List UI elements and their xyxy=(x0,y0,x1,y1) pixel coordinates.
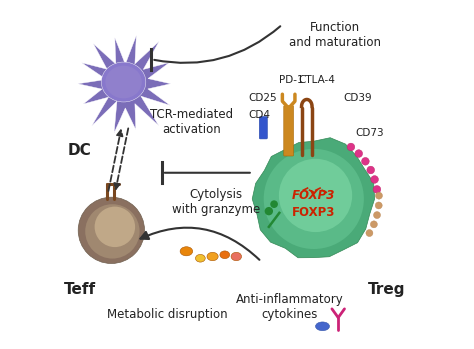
Circle shape xyxy=(355,150,363,157)
Text: CTLA-4: CTLA-4 xyxy=(299,75,336,85)
Circle shape xyxy=(373,186,381,193)
Circle shape xyxy=(85,204,140,259)
Text: CD4: CD4 xyxy=(249,110,271,120)
Circle shape xyxy=(362,157,369,165)
Text: FOXP3: FOXP3 xyxy=(292,189,336,202)
Ellipse shape xyxy=(207,252,218,261)
Ellipse shape xyxy=(220,251,230,259)
Text: CD25: CD25 xyxy=(249,93,277,103)
Circle shape xyxy=(370,221,377,228)
Ellipse shape xyxy=(316,322,329,331)
Circle shape xyxy=(264,149,364,249)
Circle shape xyxy=(279,159,352,232)
Ellipse shape xyxy=(105,66,142,98)
Ellipse shape xyxy=(231,252,242,261)
Polygon shape xyxy=(252,138,374,258)
Circle shape xyxy=(78,197,145,263)
Ellipse shape xyxy=(195,254,205,262)
Text: Function
and maturation: Function and maturation xyxy=(289,21,381,49)
Circle shape xyxy=(264,207,273,215)
Circle shape xyxy=(374,211,381,218)
Circle shape xyxy=(367,166,374,174)
Text: PD-1: PD-1 xyxy=(279,75,303,85)
Text: Anti-inflammatory
cytokines: Anti-inflammatory cytokines xyxy=(236,293,343,321)
Text: CD73: CD73 xyxy=(356,128,384,138)
Circle shape xyxy=(366,230,373,237)
Text: DC: DC xyxy=(68,143,92,157)
Ellipse shape xyxy=(180,247,192,256)
Circle shape xyxy=(347,143,355,151)
Circle shape xyxy=(375,202,382,209)
FancyBboxPatch shape xyxy=(259,117,267,139)
Circle shape xyxy=(270,200,278,208)
Text: Cytolysis
with granzyme: Cytolysis with granzyme xyxy=(172,188,260,216)
Text: TCR-mediated
activation: TCR-mediated activation xyxy=(150,108,233,136)
Circle shape xyxy=(95,207,135,247)
Text: Treg: Treg xyxy=(368,282,406,297)
Text: Metabolic disruption: Metabolic disruption xyxy=(107,307,228,321)
Circle shape xyxy=(371,176,378,183)
Ellipse shape xyxy=(101,62,146,102)
Text: FOXP3: FOXP3 xyxy=(292,206,336,220)
Circle shape xyxy=(375,192,383,199)
Text: CD39: CD39 xyxy=(343,93,372,103)
FancyBboxPatch shape xyxy=(284,106,293,156)
Text: Teff: Teff xyxy=(64,282,96,297)
Polygon shape xyxy=(78,36,171,133)
